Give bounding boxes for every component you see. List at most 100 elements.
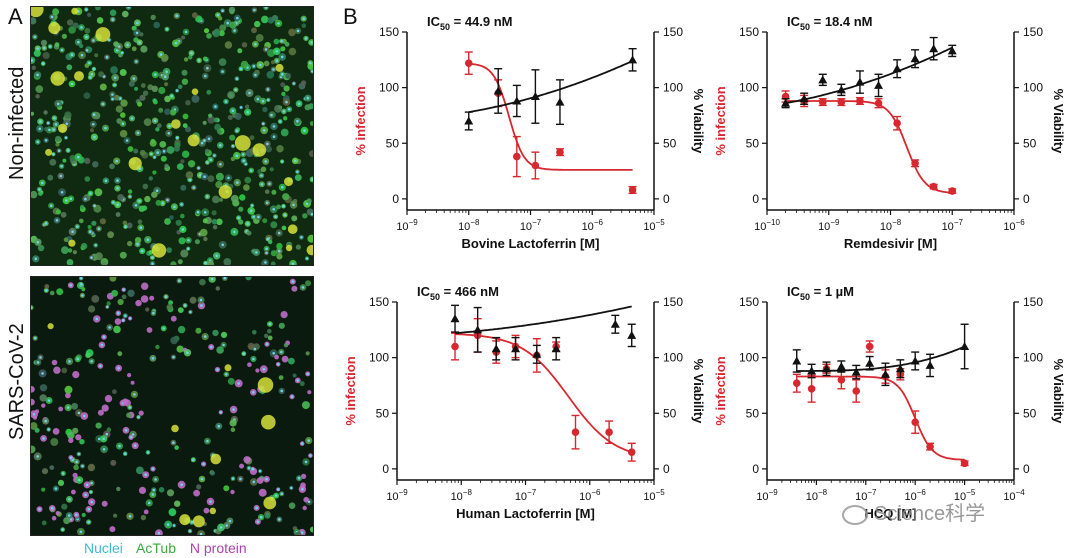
nucleus [165,27,169,31]
cell [121,294,127,300]
cell [239,463,245,469]
nucleus [176,136,179,140]
cell [256,477,264,484]
nucleus [36,47,40,50]
nucleus [130,117,134,120]
y-axis-label-left: % infection [343,356,358,425]
nucleus [153,155,156,159]
nucleus [260,174,263,177]
nucleus [49,204,53,207]
nucleus [283,213,287,217]
nucleus [265,201,269,205]
y-tick-label-left: 0 [392,192,399,206]
nucleus [261,99,265,103]
data-point [571,428,580,436]
nucleus [258,469,262,473]
cell [244,176,252,184]
nucleus [100,343,104,347]
panel-b-label: B [343,4,358,29]
data-point [948,187,957,195]
nucleus [101,102,105,106]
nucleus [290,486,293,490]
cell [141,282,149,290]
cell [31,111,35,116]
cell [51,359,58,366]
nucleus [90,73,94,76]
bright-cell [47,323,54,330]
y-axis-label-right: % Viability [1051,89,1066,155]
nucleus [216,368,219,371]
nucleus [77,411,81,415]
cell [153,99,158,105]
cell [267,335,273,341]
cell [75,434,82,441]
nucleus [152,311,155,315]
cell [203,28,210,34]
nucleus [76,357,80,361]
cell [159,141,167,148]
bright-cell [257,377,274,393]
nucleus [242,159,245,162]
data-point [792,356,802,365]
cell [117,298,124,306]
nucleus [154,478,157,481]
cell [265,145,272,153]
data-point [799,94,809,103]
cell [83,92,91,99]
nucleus [66,149,70,152]
cell [238,219,244,225]
nucleus [117,366,120,370]
cell [66,259,74,265]
x-tick-label: 10−5 [643,488,665,503]
series-viability [792,323,970,387]
cell [292,373,297,378]
y-axis-label-right: % Viability [691,89,706,155]
chart-title: IC50 = 44.9 nM [427,14,513,32]
cell [126,222,133,229]
bright-cell [252,143,267,157]
cell [202,218,208,224]
nucleus [135,31,139,35]
x-axis-label: Human Lactoferrin [M] [456,506,595,521]
data-point [893,119,901,128]
cell [153,21,160,29]
x-tick-exponent: −8 [818,488,828,497]
nucleus [246,110,249,114]
stain-legend: Nuclei AcTub N protein [84,540,257,556]
nucleus [146,238,150,241]
cell [140,45,148,53]
cell [79,204,85,210]
cell [223,485,230,492]
y-axis-label-left: % infection [713,356,728,425]
nucleus [266,237,269,241]
cell [141,205,148,211]
nucleus [164,295,168,298]
nucleus [41,181,44,185]
cell [243,456,251,464]
cell [255,368,260,373]
cell [181,78,189,85]
nucleus [282,204,285,208]
cell [122,220,128,226]
nucleus [53,116,56,120]
nucleus [242,352,246,355]
nucleus [155,189,159,192]
cell [139,94,146,101]
nucleus [300,531,304,534]
cell [264,189,270,194]
nucleus [296,119,299,123]
data-point [910,54,920,63]
row-label-noninfected: Non-infected [6,66,28,180]
x-tick-label: 10−7 [520,218,542,233]
data-point [512,96,522,105]
x-tick-label: 10−8 [880,218,902,233]
nucleus [192,458,195,462]
nucleus [233,29,236,32]
cell [61,367,68,374]
nucleus [262,122,265,125]
nucleus [232,408,235,411]
nucleus [124,225,127,228]
data-point [865,342,874,351]
nucleus [278,518,281,521]
cell [31,398,35,406]
